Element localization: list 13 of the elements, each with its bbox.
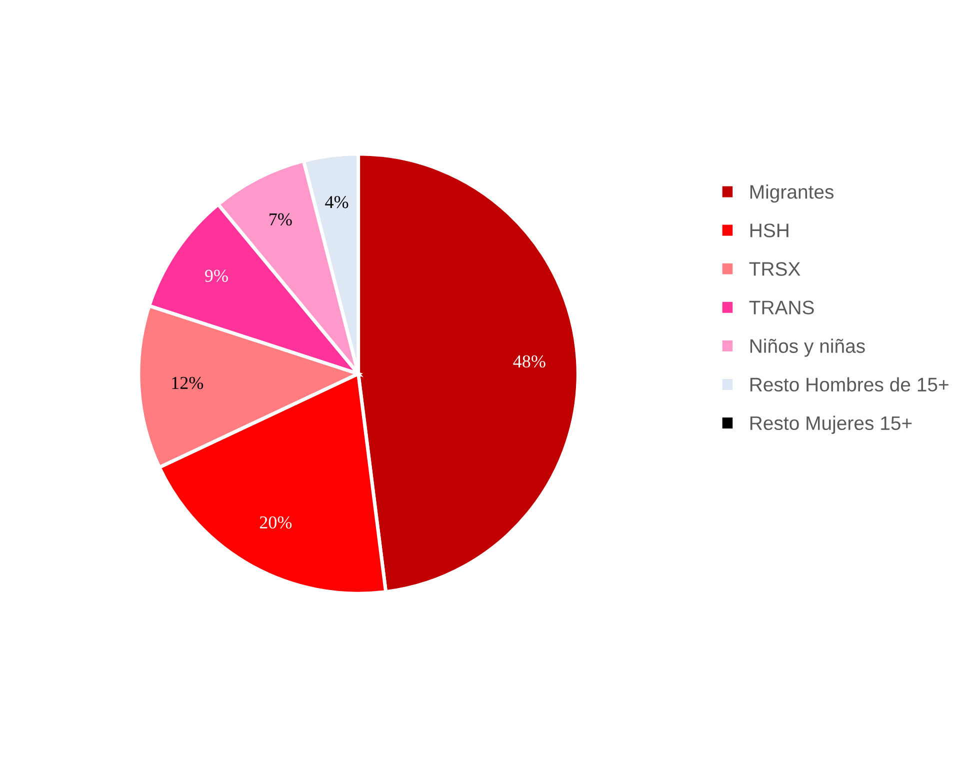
data-label: 20% [260,516,292,529]
legend-label: TRANS [749,300,814,314]
data-label: 9% [205,270,228,282]
data-label: 12% [172,376,204,390]
data-label: 7% [270,213,292,226]
data-label: 4% [325,196,348,208]
legend-label: Niños y niñas [750,338,865,357]
data-label: 48% [513,355,546,368]
legend-label: TRSX [749,262,800,276]
legend-label: Resto Mujeres 15+ [750,416,912,434]
legend-label: HSH [750,224,788,238]
legend-label: Migrantes [750,184,834,203]
legend-label: Resto Hombres de 15+ [750,377,948,392]
